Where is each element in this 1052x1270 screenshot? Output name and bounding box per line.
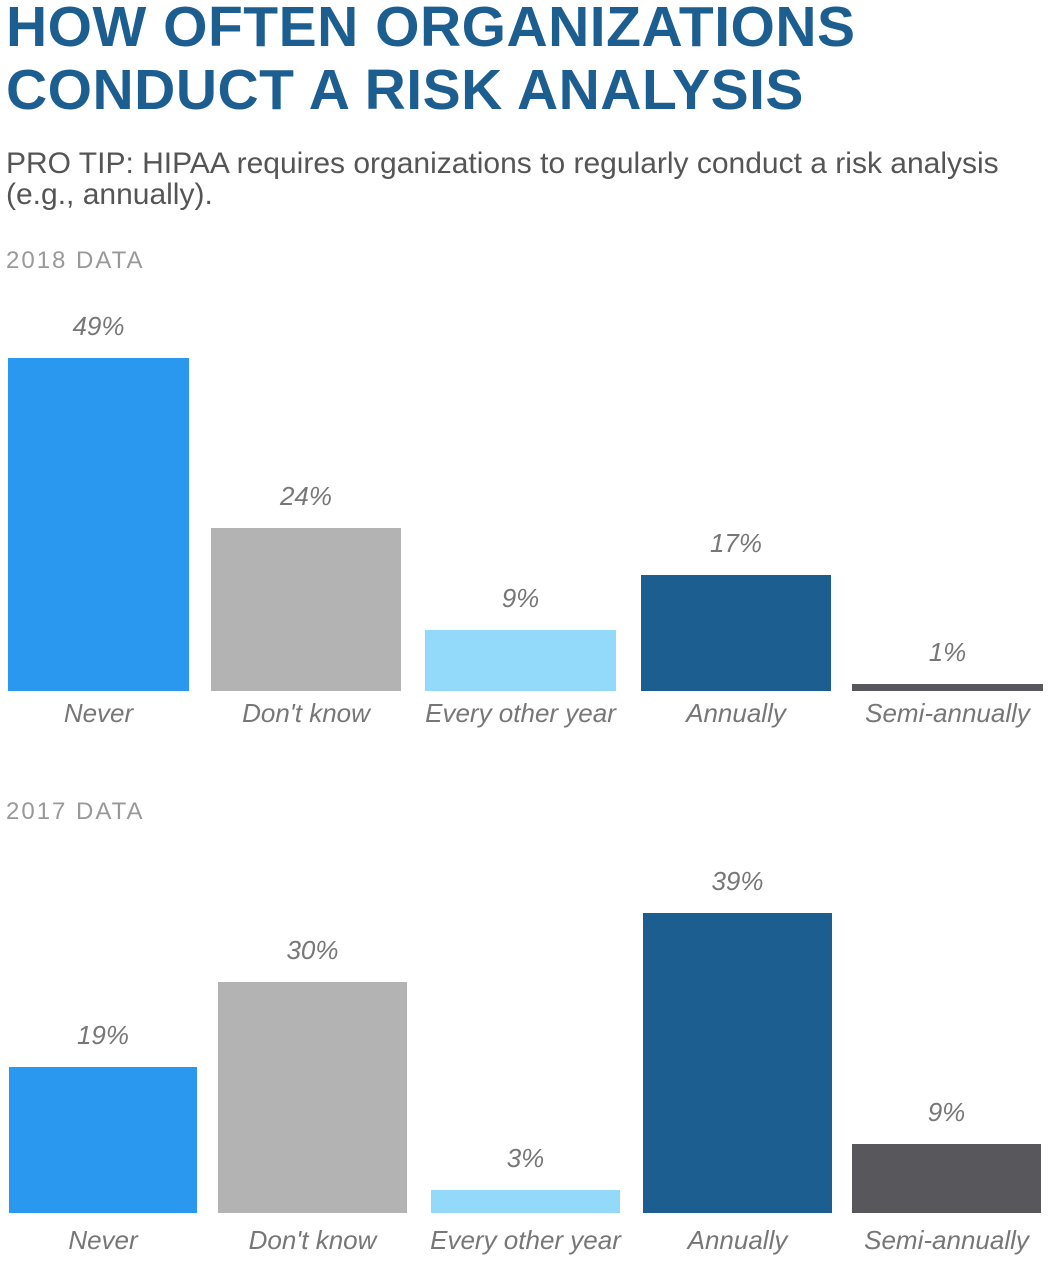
value-label-don-t-know: 24%: [279, 480, 333, 511]
category-label-every-other-year: Every other year: [425, 698, 616, 728]
value-label-annually: 39%: [711, 865, 764, 896]
category-label-annually: Annually: [686, 698, 786, 728]
category-label-semi-annually: Semi-annually: [865, 698, 1030, 728]
bar-semi-annually: [852, 1143, 1041, 1213]
category-label-never: Never: [63, 698, 134, 728]
value-label-semi-annually: 1%: [928, 637, 967, 668]
section-label-2017: 2017 DATA: [6, 798, 145, 825]
chart-title: HOW OFTEN ORGANIZATIONS CONDUCT A RISK A…: [6, 0, 856, 122]
value-label-every-other-year: 3%: [506, 1142, 545, 1173]
category-label-annually: Annually: [687, 1225, 788, 1255]
value-label-never: 19%: [76, 1019, 130, 1050]
value-label-every-other-year: 9%: [501, 582, 540, 613]
category-label-every-other-year: Every other year: [430, 1225, 621, 1255]
title-line-1: HOW OFTEN ORGANIZATIONS: [6, 0, 856, 59]
title-line-2: CONDUCT A RISK ANALYSIS: [6, 58, 804, 122]
bar-don-t-know: [218, 982, 407, 1213]
category-label-don-t-know: Don't know: [242, 698, 370, 728]
category-label-don-t-know: Don't know: [248, 1225, 377, 1255]
bar-never: [9, 1066, 197, 1213]
bar-annually: [641, 575, 831, 691]
bar-every-other-year: [431, 1189, 620, 1213]
bar-semi-annually: [852, 684, 1043, 691]
value-label-never: 49%: [72, 310, 125, 341]
pro-tip-subtitle: PRO TIP: HIPAA requires organizations to…: [6, 147, 999, 211]
section-label-2018: 2018 DATA: [6, 247, 145, 274]
bar-don-t-know: [211, 527, 401, 691]
bar-annually: [643, 912, 832, 1213]
value-label-semi-annually: 9%: [927, 1096, 966, 1127]
bar-never: [8, 357, 189, 691]
category-label-semi-annually: Semi-annually: [864, 1225, 1029, 1255]
bar-every-other-year: [425, 629, 616, 691]
value-label-don-t-know: 30%: [286, 935, 339, 965]
value-label-annually: 17%: [709, 528, 763, 559]
category-label-never: Never: [68, 1225, 138, 1255]
